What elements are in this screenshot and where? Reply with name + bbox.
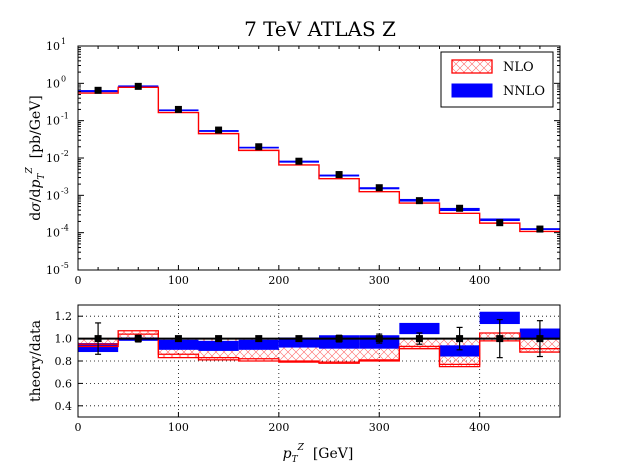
y-tick-label: 1.2 bbox=[55, 310, 73, 323]
nlo-ratio-lower bbox=[78, 333, 560, 368]
y-tick-exponent: -4 bbox=[61, 224, 69, 233]
nlo-step-line bbox=[78, 86, 560, 233]
y-tick-label: 0.6 bbox=[55, 377, 73, 390]
bottom-panel: 0 100 200 300 400 0.4 0.6 0.8 1.0 1.2 theory/data… bbox=[28, 304, 561, 465]
ratio-data-point bbox=[335, 335, 343, 343]
ratio-data-point bbox=[415, 335, 423, 343]
x-axis-label: pTZ [GeV] bbox=[283, 443, 354, 465]
data-point bbox=[255, 143, 263, 151]
x-tick-label: 0 bbox=[75, 421, 82, 434]
y-tick-exponent: -5 bbox=[61, 261, 69, 270]
y-tick-label: 10 bbox=[46, 40, 60, 53]
ratio-data-point bbox=[174, 335, 182, 343]
ratio-data-point bbox=[255, 335, 263, 343]
nnlo-ratio-band bbox=[399, 322, 440, 335]
y-tick-exponent: -2 bbox=[61, 149, 69, 158]
y-tick-label: 10 bbox=[46, 152, 60, 165]
data-point bbox=[536, 225, 544, 233]
y-tick-label: 10 bbox=[46, 189, 60, 202]
y-tick-exponent: -1 bbox=[61, 112, 69, 121]
data-point bbox=[134, 82, 142, 90]
x-tick-label: 200 bbox=[268, 421, 289, 434]
ratio-data-point bbox=[536, 335, 544, 343]
svg-text:dσ/dpTZ [pb/GeV]: dσ/dpTZ [pb/GeV] bbox=[25, 95, 47, 221]
data-point bbox=[456, 204, 464, 212]
chart-title: 7 TeV ATLAS Z bbox=[244, 17, 396, 41]
x-tick-label: 0 bbox=[75, 274, 82, 287]
legend-nnlo-swatch bbox=[451, 83, 493, 98]
legend-nlo-swatch bbox=[451, 59, 493, 74]
ratio-data-point bbox=[134, 335, 142, 343]
x-tick-label: 200 bbox=[268, 274, 289, 287]
y-tick-label: 0.8 bbox=[55, 355, 73, 368]
legend-nnlo-label: NNLO bbox=[503, 84, 545, 99]
ratio-data-point bbox=[295, 335, 303, 343]
data-point bbox=[174, 105, 182, 113]
legend-nlo-label: NLO bbox=[503, 60, 534, 75]
nnlo-ratio-band bbox=[158, 339, 199, 350]
ratio-data-point bbox=[375, 335, 383, 343]
ratio-data-point bbox=[496, 335, 504, 343]
data-point bbox=[375, 184, 383, 192]
x-tick-label: 400 bbox=[469, 421, 490, 434]
y-tick-label: 10 bbox=[46, 77, 60, 90]
y-tick-label: 10 bbox=[46, 115, 60, 128]
y-tick-label: 0.4 bbox=[55, 400, 73, 413]
data-point bbox=[215, 126, 223, 134]
nnlo-ratio-band bbox=[238, 339, 279, 350]
ratio-y-axis-label: theory/data bbox=[28, 320, 44, 402]
y-axis-label: dσ/dpTZ [pb/GeV] bbox=[25, 95, 47, 221]
x-tick-label: 100 bbox=[168, 274, 189, 287]
nnlo-ratio-band bbox=[198, 340, 239, 351]
y-tick-exponent: 1 bbox=[61, 37, 66, 46]
data-point bbox=[295, 157, 303, 165]
ratio-data-point bbox=[215, 335, 223, 343]
y-tick-label: 1.0 bbox=[55, 333, 73, 346]
data-point bbox=[496, 219, 504, 227]
x-tick-label: 400 bbox=[469, 274, 490, 287]
x-tick-label: 100 bbox=[168, 421, 189, 434]
x-tick-label: 300 bbox=[369, 421, 390, 434]
legend: NLO NNLO bbox=[440, 51, 554, 108]
data-point bbox=[335, 171, 343, 179]
y-tick-exponent: 0 bbox=[61, 74, 66, 83]
data-point bbox=[415, 197, 423, 205]
nnlo-ratio-band bbox=[479, 311, 520, 325]
y-tick-label: 10 bbox=[46, 264, 60, 277]
x-tick-label: 300 bbox=[369, 274, 390, 287]
ratio-data-point bbox=[456, 335, 464, 343]
y-tick-exponent: -3 bbox=[61, 186, 69, 195]
nnlo-ratio-band bbox=[439, 345, 480, 357]
nnlo-ratio-band bbox=[278, 337, 319, 348]
data-point bbox=[94, 86, 102, 94]
y-tick-label: 10 bbox=[46, 227, 60, 240]
ratio-data-point bbox=[94, 335, 102, 343]
